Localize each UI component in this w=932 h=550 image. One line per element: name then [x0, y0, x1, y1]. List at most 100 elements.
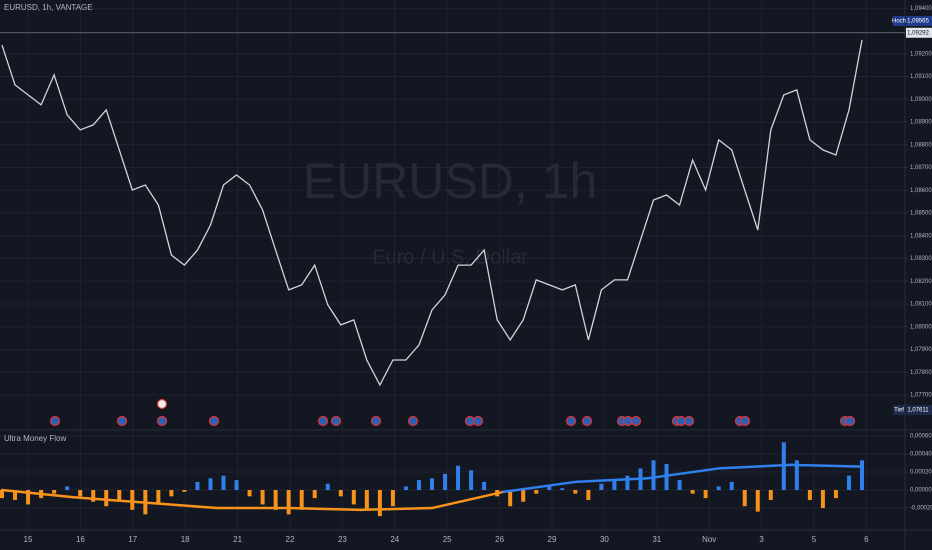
- event-icon: [370, 415, 382, 427]
- high-tag: [893, 16, 905, 26]
- histogram-bar: [703, 490, 708, 499]
- event-icon: [49, 415, 61, 427]
- histogram-bar: [78, 490, 83, 497]
- signal-segment: [789, 463, 864, 468]
- histogram-bar: [351, 490, 356, 505]
- histogram-bar: [560, 488, 565, 491]
- y-tick-label: 0,00000: [910, 488, 932, 494]
- histogram-bar: [469, 470, 474, 491]
- y-tick-label: 1,08200: [910, 279, 932, 285]
- price-line: [1, 39, 863, 387]
- y-tick-label: 1,07800: [910, 370, 932, 376]
- y-tick-label: 1,08700: [910, 165, 932, 171]
- x-tick-label: 21: [233, 535, 242, 544]
- x-tick-label: 17: [128, 535, 137, 544]
- x-tick-label: 25: [443, 535, 452, 544]
- histogram-bar: [794, 460, 799, 491]
- x-tick-label: 31: [652, 535, 661, 544]
- histogram-bar: [91, 490, 96, 502]
- signal-segment: [430, 490, 505, 510]
- low-value: 1,07611: [907, 408, 929, 414]
- x-tick-label: 26: [495, 535, 504, 544]
- histogram-bar: [286, 490, 291, 515]
- signal-segment: [502, 480, 577, 494]
- event-icon: [156, 398, 168, 410]
- x-tick-label: 15: [24, 535, 33, 544]
- histogram-bar: [156, 490, 161, 505]
- y-tick-label: -0,00020: [910, 506, 932, 512]
- histogram-bar: [755, 490, 760, 512]
- histogram-bar: [430, 478, 434, 491]
- histogram-bar: [690, 490, 695, 494]
- histogram-bar: [846, 475, 851, 491]
- signal-segment: [645, 467, 720, 480]
- histogram-bar: [573, 490, 578, 494]
- signal-segment: [717, 463, 792, 470]
- x-tick-label: 5: [812, 535, 817, 544]
- histogram-bar: [208, 478, 213, 491]
- low-value-tag: [906, 405, 932, 415]
- signal-segment: [574, 477, 649, 484]
- event-icons: [49, 398, 856, 427]
- histogram-bar: [482, 481, 487, 491]
- x-tick-label: 23: [338, 535, 347, 544]
- histogram-bar: [807, 490, 812, 500]
- x-tick-label: 6: [864, 535, 869, 544]
- histogram-bar: [65, 486, 70, 491]
- last-price-label: 1,09292: [907, 30, 929, 36]
- high-name: Hoch: [892, 19, 906, 25]
- event-icon: [565, 415, 577, 427]
- histogram-bar: [195, 481, 200, 491]
- y-tick-label: 0,00020: [910, 470, 932, 476]
- histogram-bar: [377, 490, 382, 517]
- y-tick-label: 1,07700: [910, 393, 932, 399]
- x-tick-label: 3: [759, 535, 764, 544]
- histogram-bar: [325, 483, 330, 491]
- histogram-bar: [586, 490, 591, 500]
- histogram-bar: [443, 473, 448, 491]
- histogram-bar: [456, 465, 461, 491]
- histogram-bar: [742, 490, 747, 507]
- histogram-bar: [221, 475, 226, 491]
- low-name: Tief: [894, 408, 904, 414]
- x-tick-label: 24: [390, 535, 399, 544]
- y-tick-label: 1,09000: [910, 97, 932, 103]
- histogram-bar: [52, 490, 57, 494]
- x-tick-label: Nov: [702, 535, 716, 544]
- x-tick-label: 29: [548, 535, 557, 544]
- histogram-bar: [338, 490, 343, 497]
- histogram-bar: [130, 490, 135, 510]
- histogram-bar: [547, 486, 552, 491]
- histogram-bar: [104, 490, 109, 507]
- x-tick-label: 18: [181, 535, 190, 544]
- histogram-bar: [247, 490, 252, 497]
- last-price-tag: [906, 27, 932, 38]
- indicator-title: Ultra Money Flow: [4, 434, 66, 443]
- signal-segment: [72, 495, 147, 504]
- event-icon: [683, 415, 695, 427]
- histogram-bar: [273, 490, 278, 510]
- histogram-bar: [625, 475, 630, 491]
- histogram-bar: [182, 490, 187, 492]
- event-icon: [739, 415, 751, 427]
- event-icon: [317, 415, 329, 427]
- histogram-bar: [860, 460, 864, 491]
- event-icon: [472, 415, 484, 427]
- histogram-bar: [416, 480, 421, 491]
- y-tick-label: 1,08900: [910, 120, 932, 126]
- event-icon: [330, 415, 342, 427]
- y-tick-label: 1,08100: [910, 302, 932, 308]
- y-tick-label: 0,00060: [910, 434, 932, 440]
- histogram-bar: [117, 490, 122, 500]
- y-tick-label: 1,08300: [910, 256, 932, 262]
- y-tick-label: 1,09400: [910, 6, 932, 12]
- event-icon: [116, 415, 128, 427]
- y-tick-label: 1,09200: [910, 51, 932, 57]
- histogram-bar: [716, 486, 721, 491]
- event-icon: [208, 415, 220, 427]
- y-tick-label: 1,08000: [910, 324, 932, 330]
- event-icon: [407, 415, 419, 427]
- watermark: EURUSD, 1h: [303, 153, 598, 209]
- y-tick-label: 1,08400: [910, 233, 932, 239]
